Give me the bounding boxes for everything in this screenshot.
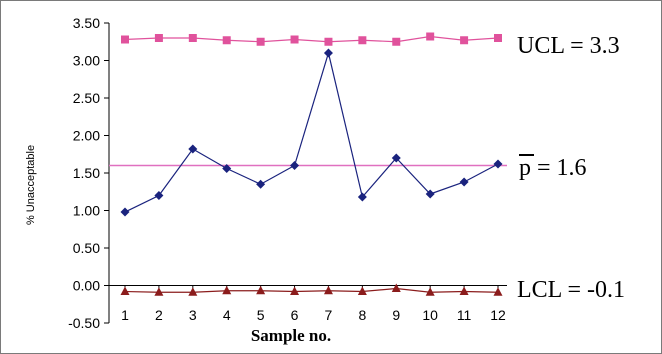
data-point	[290, 286, 300, 295]
ucl-label: UCL = 3.3	[517, 33, 620, 59]
data-point	[323, 48, 333, 58]
data-point	[154, 191, 164, 200]
data-point	[323, 285, 333, 295]
data-point	[188, 144, 198, 154]
x-tick-label: 4	[223, 307, 231, 323]
data-point	[392, 37, 401, 46]
data-point	[222, 164, 232, 173]
x-tick-label: 11	[457, 307, 472, 323]
data-point	[358, 36, 367, 45]
data-point	[290, 161, 300, 170]
y-tick-label: -0.50	[68, 315, 100, 331]
data-point	[324, 37, 333, 46]
x-tick-labels: 1 2 3 4 5 6 7 8 9 10 11 12	[121, 307, 506, 323]
data-point	[256, 37, 265, 46]
pbar-label: p = 1.6	[519, 154, 587, 181]
data-point	[256, 285, 266, 295]
y-tick-label: 1.00	[73, 203, 100, 219]
series-proportion	[120, 48, 503, 217]
x-tick-label: 8	[358, 307, 366, 323]
data-point	[188, 34, 197, 42]
series-line-lcl	[124, 287, 499, 293]
y-tick-label: 2.50	[73, 90, 100, 106]
svg-text:p = 1.6: p = 1.6	[519, 155, 587, 181]
pbar-value: = 1.6	[531, 155, 587, 181]
x-tick-label: 7	[325, 307, 333, 323]
data-point	[494, 34, 502, 42]
series-ucl	[121, 32, 502, 46]
y-tick-label: 2.00	[73, 128, 100, 144]
axes	[104, 22, 507, 324]
data-point	[120, 286, 130, 295]
data-point	[290, 35, 299, 44]
lcl-label: LCL = -0.1	[517, 277, 625, 303]
x-tick-label: 5	[257, 307, 265, 323]
y-tick-labels: 3.50 3.00 2.50 2.00 1.50 1.00 0.50 0.00 -0.50	[68, 15, 100, 331]
data-point	[357, 286, 367, 295]
y-tick-label: 1.50	[73, 165, 100, 181]
data-point	[460, 36, 469, 45]
x-tick-label: 9	[392, 307, 400, 323]
y-tick-label: 3.00	[73, 53, 100, 69]
data-point	[493, 159, 503, 169]
data-point	[459, 177, 469, 187]
x-tick-label: 12	[490, 307, 506, 323]
pbar-symbol: p	[519, 155, 531, 181]
series-lcl	[120, 283, 503, 296]
data-point	[459, 286, 469, 295]
series-line-proportion	[124, 50, 499, 213]
data-point	[222, 285, 232, 295]
x-tick-label: 1	[121, 307, 129, 323]
y-tick-label: 0.50	[73, 240, 100, 256]
x-tick-label: 3	[189, 307, 197, 323]
series-group	[120, 32, 503, 296]
x-axis-label: Sample no.	[251, 326, 331, 345]
data-point	[256, 179, 266, 189]
data-point	[154, 287, 164, 296]
data-point	[425, 287, 435, 296]
data-point	[426, 32, 435, 41]
data-point	[120, 207, 130, 217]
data-point	[154, 34, 163, 42]
data-point	[391, 153, 401, 163]
data-point	[222, 36, 231, 45]
data-point	[188, 287, 198, 296]
data-point	[425, 189, 435, 199]
y-axis-label: % Unacceptable	[25, 145, 37, 225]
y-tick-label: 3.50	[73, 15, 100, 31]
y-tick-label: 0.00	[73, 278, 100, 294]
x-tick-label: 10	[422, 307, 438, 323]
series-line-ucl	[124, 35, 499, 43]
x-tick-label: 2	[155, 307, 163, 323]
data-point	[121, 35, 129, 44]
data-point	[493, 287, 503, 296]
data-point	[357, 192, 367, 202]
x-tick-label: 6	[291, 307, 299, 323]
data-point	[391, 283, 401, 292]
